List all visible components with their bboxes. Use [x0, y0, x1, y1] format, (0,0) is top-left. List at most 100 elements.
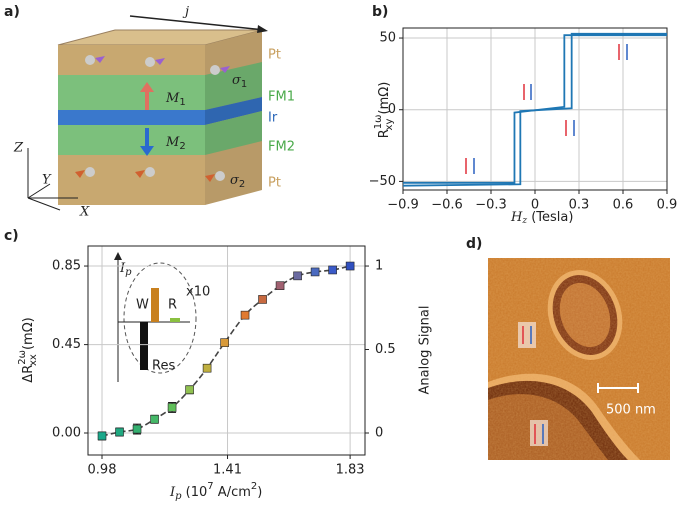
point	[328, 265, 337, 275]
panel-label: c)	[4, 228, 19, 244]
arrow-head	[140, 146, 154, 156]
y-tick-label: 0.85	[52, 259, 81, 274]
x-axis-label: Ip (107 A/cm2)	[169, 481, 262, 502]
x-axis-label: Hz (Tesla)	[510, 210, 573, 226]
spin-label: σ1	[232, 73, 247, 91]
inset-outline	[123, 262, 197, 374]
point	[167, 403, 177, 412]
point	[240, 310, 250, 320]
x-tick-label: 0.98	[88, 463, 117, 478]
arrow-head	[140, 82, 154, 92]
layer-label: FM1	[268, 90, 295, 105]
layer	[58, 155, 205, 205]
spin	[85, 55, 95, 65]
layer-side	[205, 111, 262, 155]
spin	[220, 66, 230, 73]
y2-axis-label: Analog Signal	[418, 306, 433, 395]
y2-tick-label: 0.5	[375, 342, 396, 357]
layer	[58, 125, 205, 155]
y-tick-label: 50	[379, 31, 396, 46]
layer-label: Pt	[268, 48, 281, 63]
state-box	[518, 322, 536, 348]
spin	[215, 171, 225, 181]
y2-tick-label: 1	[375, 259, 383, 274]
spin	[145, 57, 155, 67]
spin	[75, 170, 85, 178]
inset-bar-label: R	[168, 298, 177, 313]
point	[97, 431, 107, 441]
point	[185, 385, 194, 395]
moment-label: M1	[165, 91, 186, 109]
inset-bar-label: Res	[152, 359, 175, 374]
inset-axis-label: Ip	[119, 261, 132, 278]
plot-frame	[402, 27, 668, 191]
panel-label: b)	[372, 4, 388, 20]
current-label: j	[182, 5, 189, 20]
spin	[145, 167, 155, 177]
x-tick-label: 1.41	[213, 463, 242, 478]
layer-label: Ir	[268, 111, 278, 126]
x-tick-label: 0.3	[569, 198, 590, 213]
layer	[58, 45, 205, 75]
axis-label: Z	[13, 141, 24, 156]
current-arrow	[129, 15, 266, 31]
moment-label: M2	[165, 135, 186, 153]
y-axis-label: ΔR2ωxx (mΩ)	[17, 317, 39, 382]
y2-tick-label: 0	[375, 425, 383, 440]
inset-multiplier: x10	[186, 285, 210, 300]
point	[310, 267, 320, 277]
x-tick-label: −0.3	[475, 198, 507, 213]
axis-label: X	[79, 205, 90, 220]
layer-label: FM2	[268, 140, 295, 155]
axis-label: Y	[42, 173, 52, 188]
inset: Ip W R Res x10	[114, 252, 210, 382]
y-tick-label: −50	[369, 174, 396, 189]
spin	[85, 167, 95, 177]
point	[150, 414, 159, 424]
panel-label: d)	[466, 236, 482, 252]
afm-image: 500 nm	[488, 258, 670, 460]
inset-bar	[151, 288, 159, 322]
point	[293, 271, 302, 281]
line-series	[403, 34, 667, 184]
x-tick-label: 0.6	[613, 198, 634, 213]
layer-side	[205, 62, 262, 110]
spin	[155, 58, 165, 65]
plot-frame	[87, 245, 366, 456]
spin-label: σ2	[230, 173, 245, 191]
inset-bar-label: W	[136, 298, 149, 313]
axis-arrow	[27, 183, 51, 199]
point	[132, 424, 142, 434]
x-tick-label: 1.83	[336, 463, 365, 478]
trend-line	[101, 265, 351, 437]
x-tick-label: 0	[531, 198, 539, 213]
spin	[205, 174, 215, 182]
layer	[58, 75, 205, 110]
spin	[210, 65, 220, 75]
spin	[135, 170, 145, 178]
spins	[75, 55, 230, 182]
layer-side	[205, 97, 262, 125]
point	[202, 363, 212, 373]
point	[258, 295, 267, 304]
x-tick-label: 0.9	[657, 198, 678, 213]
inset-bar	[170, 318, 180, 322]
inset-bar	[140, 322, 148, 370]
x-tick-label: −0.9	[387, 198, 419, 213]
y-axis-label: R1ωxy (mΩ)	[373, 82, 395, 139]
spin	[95, 56, 105, 63]
point	[345, 261, 355, 271]
arrow-head	[257, 25, 268, 33]
state-box	[530, 420, 548, 446]
y-tick-label: 0	[388, 102, 396, 117]
afm-texture	[488, 258, 670, 460]
axis-arrow	[27, 197, 61, 211]
state-arrows	[465, 44, 628, 174]
arrow-head	[114, 252, 122, 260]
x-tick-label: −0.6	[431, 198, 463, 213]
point	[115, 427, 124, 437]
point	[275, 281, 285, 290]
stack-diagram: j M1 M2 σ1 σ2 Pt FM1 Ir FM2 Pt Z Y X	[13, 5, 295, 220]
scale-bar-label: 500 nm	[606, 403, 656, 418]
